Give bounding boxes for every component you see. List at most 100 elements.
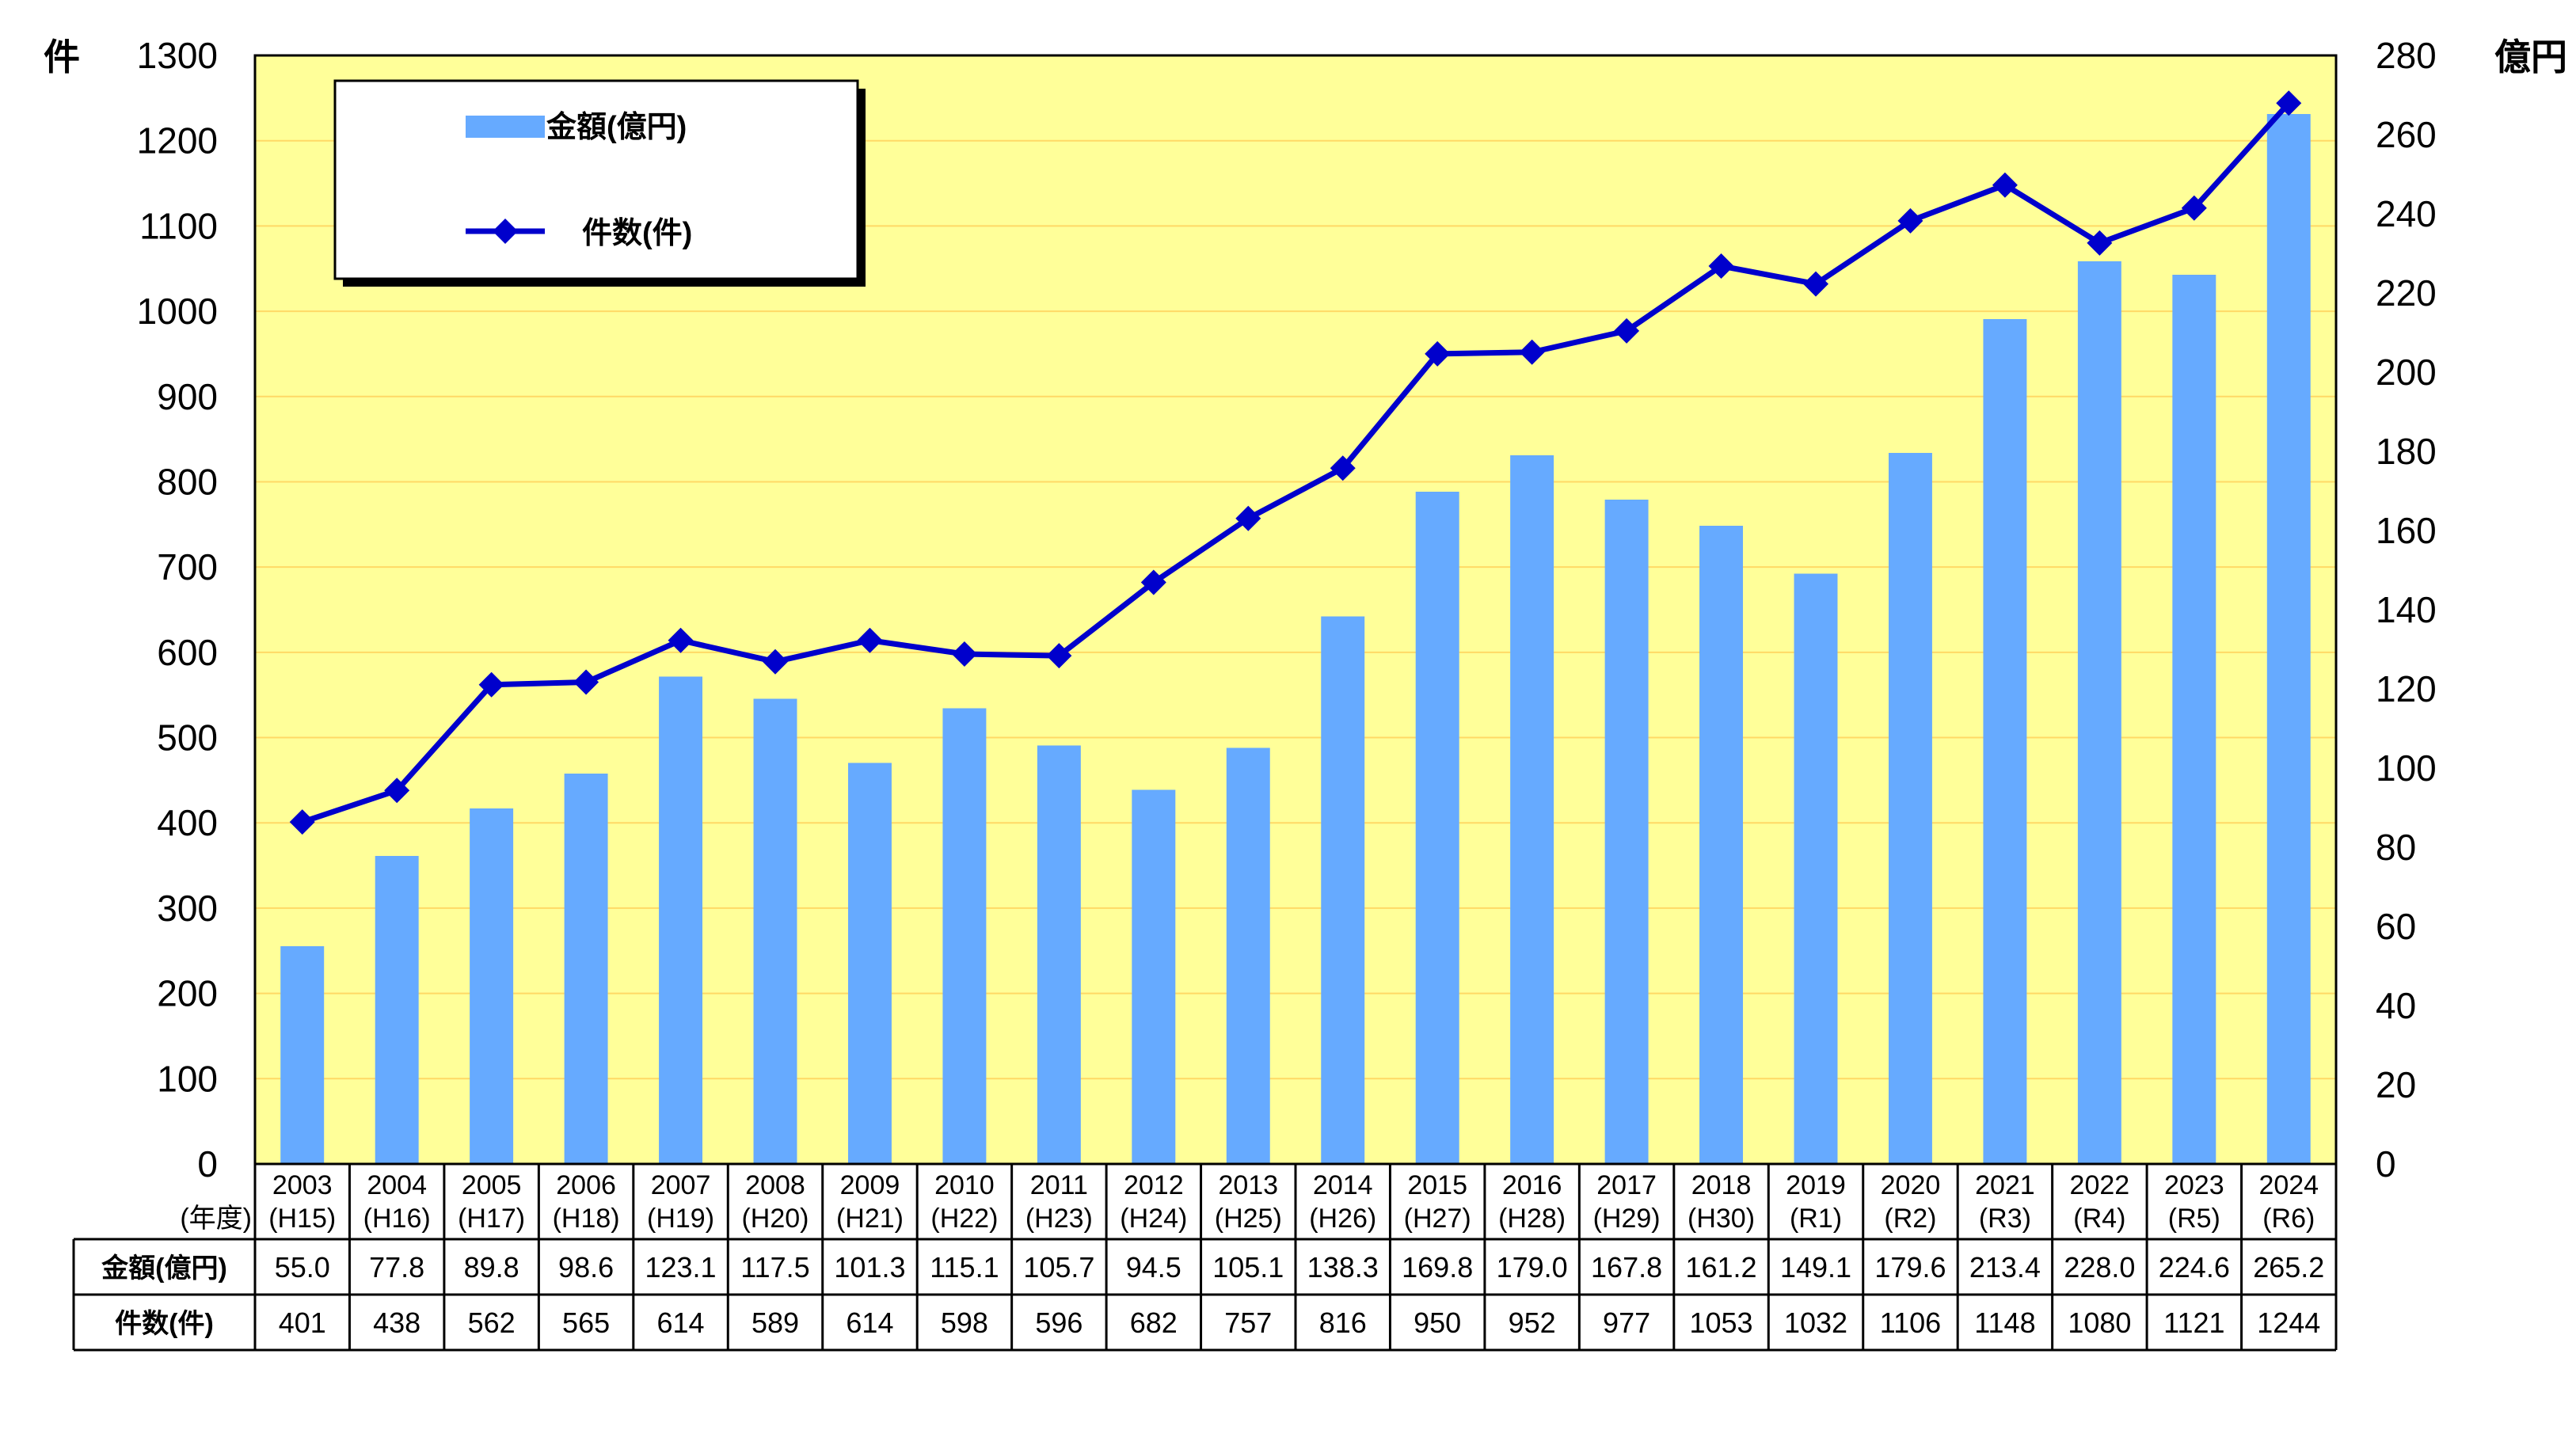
right-axis-tick: 60	[2376, 906, 2416, 947]
bar	[1604, 500, 1649, 1164]
line-marker	[1519, 339, 1545, 365]
category-year-label: 2011	[1030, 1170, 1088, 1200]
category-year-label: 2014	[1313, 1170, 1373, 1200]
table-cell: 55.0	[275, 1251, 330, 1284]
line-marker	[384, 778, 410, 804]
category-era-label: (H23)	[1025, 1204, 1093, 1234]
left-axis-tick: 900	[157, 376, 218, 417]
table-cell: 562	[468, 1306, 516, 1339]
table-cell: 105.7	[1023, 1251, 1094, 1284]
category-era-label: (H19)	[647, 1204, 714, 1234]
category-year-label: 2003	[272, 1170, 333, 1200]
table-cell: 1121	[2163, 1306, 2224, 1339]
legend-label-amount: 金額(億円)	[546, 110, 687, 144]
line-marker	[668, 627, 694, 653]
left-axis-tick: 700	[157, 546, 218, 588]
category-era-label: (H20)	[741, 1204, 809, 1234]
table-cell: 117.5	[740, 1251, 809, 1284]
table-cell: 228.0	[2064, 1251, 2135, 1284]
table-cell: 1106	[1880, 1306, 1941, 1339]
line-marker	[478, 671, 504, 698]
left-axis-tick: 400	[157, 802, 218, 843]
legend-marker-swatch	[493, 219, 518, 244]
table-cell: 224.6	[2159, 1251, 2230, 1284]
right-axis-tick: 260	[2376, 114, 2437, 155]
category-era-label: (H22)	[930, 1204, 998, 1234]
line-marker	[1992, 172, 2018, 198]
table-cell: 265.2	[2253, 1251, 2324, 1284]
right-axis-unit: 億円	[2494, 36, 2567, 78]
table-cell: 149.1	[1780, 1251, 1851, 1284]
table-cell: 565	[562, 1306, 610, 1339]
category-era-label: (H15)	[268, 1204, 336, 1234]
table-cell: 596	[1035, 1306, 1083, 1339]
table-row-label: 金額(億円)	[101, 1253, 227, 1284]
left-axis-tick: 200	[157, 973, 218, 1014]
line-marker	[857, 627, 883, 653]
table-cell: 101.3	[834, 1251, 905, 1284]
right-axis-tick: 140	[2376, 589, 2437, 630]
table-cell: 169.8	[1402, 1251, 1473, 1284]
left-axis-tick: 1000	[137, 291, 218, 332]
right-axis-tick: 160	[2376, 510, 2437, 551]
right-axis-tick: 120	[2376, 668, 2437, 709]
category-year-label: 2022	[2070, 1170, 2130, 1200]
line-marker	[2087, 230, 2113, 256]
category-year-label: 2010	[934, 1170, 995, 1200]
table-cell: 123.1	[645, 1251, 716, 1284]
category-era-label: (R1)	[1790, 1204, 1842, 1234]
table-cell: 589	[751, 1306, 799, 1339]
bar	[1037, 745, 1081, 1164]
right-axis-tick: 100	[2376, 747, 2437, 789]
table-cell: 179.0	[1497, 1251, 1568, 1284]
left-axis-tick: 300	[157, 888, 218, 929]
left-axis-tick: 1300	[137, 35, 218, 76]
table-row-label: 件数(件)	[115, 1309, 214, 1339]
table-cell: 401	[279, 1306, 326, 1339]
table-cell: 98.6	[558, 1251, 614, 1284]
category-year-label: 2008	[745, 1170, 805, 1200]
category-era-label: (R6)	[2262, 1204, 2315, 1234]
line-marker	[2276, 90, 2302, 116]
category-year-label: 2012	[1124, 1170, 1184, 1200]
right-axis-tick: 280	[2376, 35, 2437, 76]
bar	[1321, 616, 1365, 1164]
category-year-label: 2013	[1218, 1170, 1278, 1200]
line-marker	[763, 648, 788, 675]
left-axis-tick: 600	[157, 632, 218, 673]
table-cell: 1080	[2068, 1306, 2131, 1339]
line-marker	[1330, 455, 1356, 481]
bar	[2266, 114, 2311, 1164]
left-axis-tick: 1100	[139, 205, 218, 246]
line-marker	[1897, 207, 1923, 234]
right-axis-tick: 0	[2376, 1143, 2396, 1185]
category-era-label: (H26)	[1309, 1204, 1376, 1234]
table-cell: 1148	[1974, 1306, 2035, 1339]
right-axis-tick: 180	[2376, 431, 2437, 472]
bar	[564, 774, 608, 1164]
category-year-label: 2023	[2164, 1170, 2224, 1200]
year-label: (年度)	[180, 1204, 252, 1234]
line-marker	[1235, 505, 1261, 531]
bar	[375, 856, 419, 1164]
category-era-label: (H24)	[1120, 1204, 1187, 1234]
right-axis-tick: 40	[2376, 985, 2416, 1026]
category-era-label: (R5)	[2168, 1204, 2220, 1234]
legend-box	[333, 79, 859, 280]
category-era-label: (R3)	[1979, 1204, 2031, 1234]
table-cell: 167.8	[1591, 1251, 1662, 1284]
line-marker	[1803, 271, 1828, 297]
category-era-label: (H18)	[553, 1204, 620, 1234]
category-era-label: (H27)	[1404, 1204, 1471, 1234]
left-axis-tick: 0	[197, 1143, 218, 1185]
table-cell: 614	[846, 1306, 893, 1339]
category-year-label: 2006	[556, 1170, 616, 1200]
category-era-label: (R2)	[1884, 1204, 1936, 1234]
bar	[1415, 492, 1459, 1164]
category-year-label: 2021	[1975, 1170, 2035, 1200]
left-axis-tick: 1200	[137, 120, 218, 162]
bar	[847, 763, 892, 1164]
right-axis-tick: 20	[2376, 1064, 2416, 1105]
right-axis-tick: 80	[2376, 827, 2416, 868]
